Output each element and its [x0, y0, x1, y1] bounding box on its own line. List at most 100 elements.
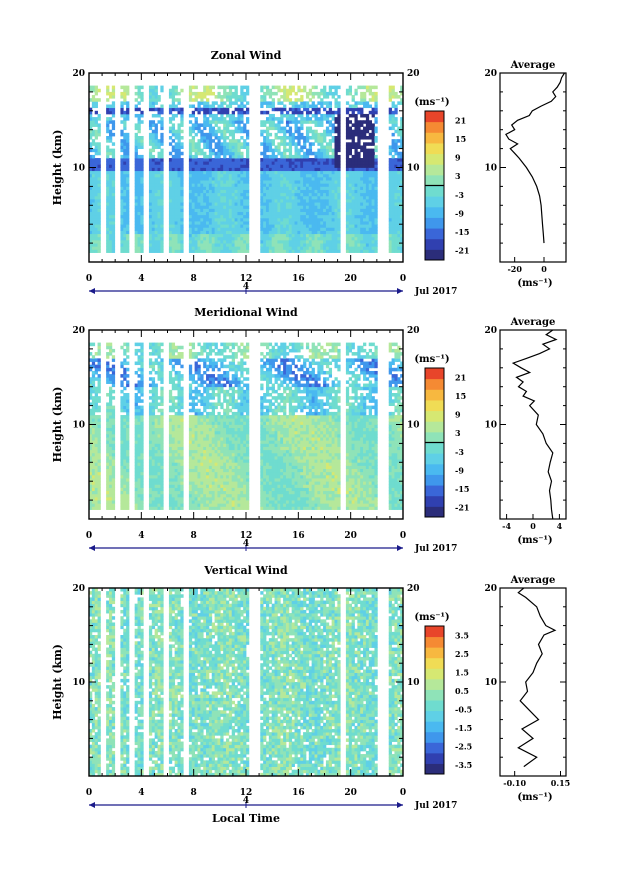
heatmap-cell [157, 424, 161, 429]
heatmap-cell [323, 192, 327, 197]
heatmap-cell [228, 170, 233, 175]
heatmap-cell [305, 246, 310, 250]
heatmap-cell [200, 202, 204, 206]
heatmap-cell [317, 95, 321, 99]
heatmap-cell [228, 205, 233, 209]
heatmap-cell [157, 449, 161, 454]
heatmap-cell [400, 211, 404, 216]
heatmap-cell [391, 88, 395, 93]
heatmap-cell [94, 136, 98, 140]
heatmap-cell [268, 91, 273, 96]
heatmap-cell [157, 227, 161, 231]
heatmap-cell [345, 224, 350, 228]
heatmap-cell [151, 493, 156, 498]
heatmap-cell [214, 195, 218, 200]
heatmap-cell [123, 101, 127, 105]
heatmap-cell [111, 405, 116, 410]
heatmap-cell [89, 186, 93, 190]
heatmap-cell [157, 249, 161, 253]
heatmap-cell [91, 462, 96, 466]
heatmap-cell [368, 205, 372, 209]
heatmap-cell [120, 456, 124, 460]
heatmap-cell [203, 158, 207, 162]
heatmap-cell [89, 107, 93, 112]
heatmap-cell [111, 189, 116, 194]
heatmap-cell [206, 107, 210, 112]
heatmap-cell [194, 158, 198, 162]
heatmap-cell [260, 211, 264, 216]
heatmap-cell [154, 402, 158, 406]
heatmap-cell [140, 399, 144, 403]
heatmap-cell [268, 217, 273, 222]
heatmap-cell [391, 230, 395, 235]
heatmap-cell [151, 478, 156, 482]
heatmap-cell [354, 246, 358, 250]
heatmap-cell [234, 145, 238, 149]
heatmap-cell [214, 154, 218, 159]
heatmap-cell [285, 167, 290, 172]
heatmap-cell [148, 202, 153, 206]
heatmap-cell [120, 107, 124, 112]
heatmap-cell [363, 246, 367, 250]
heatmap-cell [217, 227, 221, 231]
heatmap-cell [206, 205, 210, 209]
heatmap-cell [388, 249, 392, 253]
heatmap-cell [374, 158, 378, 162]
heatmap-cell [337, 173, 341, 178]
heatmap-cell [91, 427, 96, 432]
heatmap-cell [263, 98, 267, 102]
heatmap-cell [328, 230, 333, 235]
heatmap-cell [237, 145, 241, 149]
heatmap-cell [331, 192, 335, 197]
heatmap-cell [223, 132, 227, 137]
heatmap-cell [348, 88, 353, 93]
heatmap-cell [317, 170, 321, 175]
heatmap-cell [180, 117, 184, 121]
heatmap-cell [291, 227, 295, 231]
heatmap-cell [297, 236, 301, 241]
heatmap-cell [89, 487, 93, 492]
heatmap-cell [400, 233, 404, 238]
heatmap-cell [120, 199, 124, 203]
heatmap-cell [160, 192, 164, 197]
heatmap-cell [308, 161, 313, 165]
heatmap-cell [97, 158, 101, 162]
heatmap-cell [277, 85, 281, 90]
heatmap-cell [171, 173, 176, 178]
heatmap-cell [148, 471, 153, 476]
heatmap-cell [154, 211, 158, 216]
heatmap-cell [203, 104, 207, 109]
heatmap-cell [148, 170, 153, 175]
heatmap-cell [89, 468, 93, 473]
heatmap-cell [108, 452, 113, 457]
heatmap-cell [171, 211, 176, 216]
heatmap-cell [263, 205, 267, 209]
heatmap-cell [191, 189, 196, 194]
heatmap-cell [268, 233, 273, 238]
heatmap-cell [311, 221, 315, 225]
heatmap-cell [94, 189, 98, 194]
heatmap-cell [337, 233, 341, 238]
heatmap-cell [271, 189, 275, 194]
heatmap-cell [283, 132, 287, 137]
heatmap-cell [97, 389, 101, 394]
heatmap-cell [197, 101, 201, 105]
heatmap-cell [140, 449, 144, 454]
heatmap-cell [154, 484, 158, 488]
heatmap-cell [203, 117, 207, 121]
heatmap-cell [351, 98, 355, 102]
heatmap-cell [137, 389, 141, 394]
heatmap-cell [320, 170, 324, 175]
heatmap-cell [108, 158, 113, 162]
heatmap-cell [174, 104, 178, 109]
heatmap-cell [305, 151, 310, 156]
colorbar-swatch [425, 185, 444, 197]
heatmap-cell [348, 145, 353, 149]
heatmap-cell [357, 205, 361, 209]
heatmap-cell [203, 151, 207, 156]
heatmap-cell [243, 236, 247, 241]
heatmap-cell [397, 154, 401, 159]
heatmap-cell [106, 471, 110, 476]
heatmap-cell [154, 496, 158, 501]
heatmap-cell [188, 145, 193, 149]
